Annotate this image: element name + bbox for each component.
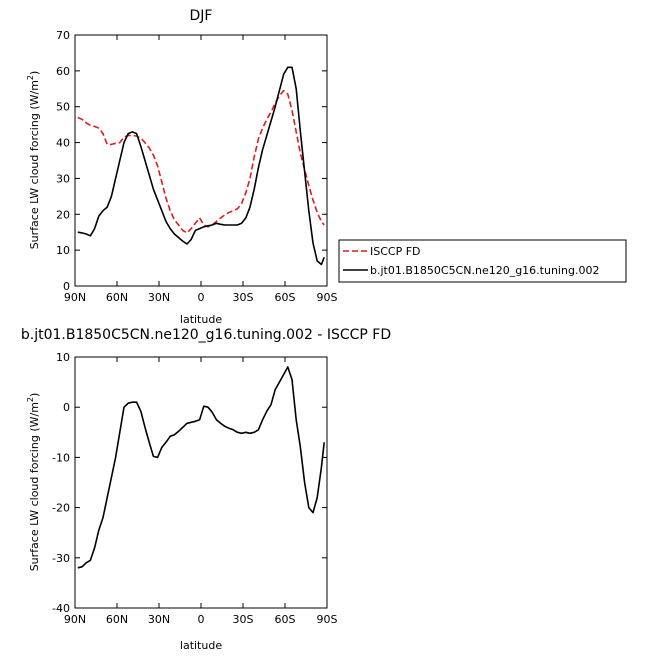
legend-box (338, 239, 627, 283)
x-tick-label: 90N (64, 291, 86, 304)
x-tick-label: 30N (148, 613, 170, 626)
x-tick-label: 60S (275, 291, 296, 304)
series-line-0 (77, 366, 325, 569)
y-tick-label: 10 (56, 244, 70, 257)
y-tick-label: 70 (56, 29, 70, 42)
x-tick-label: 90S (317, 291, 338, 304)
y-tick-label: 60 (56, 65, 70, 78)
y-tick-label: 50 (56, 101, 70, 114)
legend-label-isccp: ISCCP FD (370, 245, 421, 258)
y-axis-label-close: ) (28, 71, 41, 75)
y-axis: -40 -30 -20 -10 0 10 (52, 351, 327, 615)
x-axis: 90N 60N 30N 0 30S 60S 90S (64, 35, 338, 304)
series-lines (77, 366, 325, 569)
x-tick-label: 90N (64, 613, 86, 626)
x-tick-label: 0 (198, 613, 205, 626)
y-tick-label: 30 (56, 172, 70, 185)
chart-title: b.jt01.B1850C5CN.ne120_g16.tuning.002 - … (21, 327, 391, 343)
x-tick-label: 90S (317, 613, 338, 626)
plot-frame (74, 34, 328, 287)
y-axis-label: Surface LW cloud forcing (W/m2) (26, 71, 41, 250)
x-tick-label: 30S (233, 291, 254, 304)
series-line-1 (77, 66, 325, 266)
y-axis-label: Surface LW cloud forcing (W/m2) (26, 393, 41, 572)
y-axis: 0 10 20 30 40 50 60 70 (56, 29, 327, 293)
y-axis-label-close: ) (28, 393, 41, 397)
x-axis-label: latitude (180, 313, 222, 326)
y-tick-label: -10 (52, 451, 70, 464)
y-tick-label: 40 (56, 137, 70, 150)
chart-title: DJF (190, 8, 213, 24)
y-axis-label-main: Surface LW cloud forcing (W/m (28, 80, 41, 249)
y-axis-label-main: Surface LW cloud forcing (W/m (28, 402, 41, 571)
x-axis: 90N 60N 30N 0 30S 60S 90S (64, 357, 338, 626)
series-line-0 (77, 89, 325, 234)
x-tick-label: 30S (233, 613, 254, 626)
y-tick-label: 20 (56, 208, 70, 221)
x-tick-label: 60S (275, 613, 296, 626)
plot-frame (74, 356, 328, 609)
y-axis-label-superscript: 2 (26, 397, 35, 402)
y-tick-label: 10 (56, 351, 70, 364)
series-lines (77, 66, 325, 266)
x-tick-label: 60N (106, 291, 128, 304)
legend-label-model: b.jt01.B1850C5CN.ne120_g16.tuning.002 (370, 264, 599, 277)
x-tick-label: 30N (148, 291, 170, 304)
x-tick-label: 0 (198, 291, 205, 304)
y-axis-label-superscript: 2 (26, 75, 35, 80)
y-tick-label: 0 (63, 401, 70, 414)
y-tick-label: -20 (52, 502, 70, 515)
bottom-chart: b.jt01.B1850C5CN.ne120_g16.tuning.002 - … (21, 327, 391, 652)
y-tick-label: -40 (52, 602, 70, 615)
legend: ISCCP FD b.jt01.B1850C5CN.ne120_g16.tuni… (338, 239, 627, 283)
x-axis-label: latitude (180, 639, 222, 652)
x-tick-label: 60N (106, 613, 128, 626)
y-tick-label: 0 (63, 280, 70, 293)
y-tick-label: -30 (52, 552, 70, 565)
